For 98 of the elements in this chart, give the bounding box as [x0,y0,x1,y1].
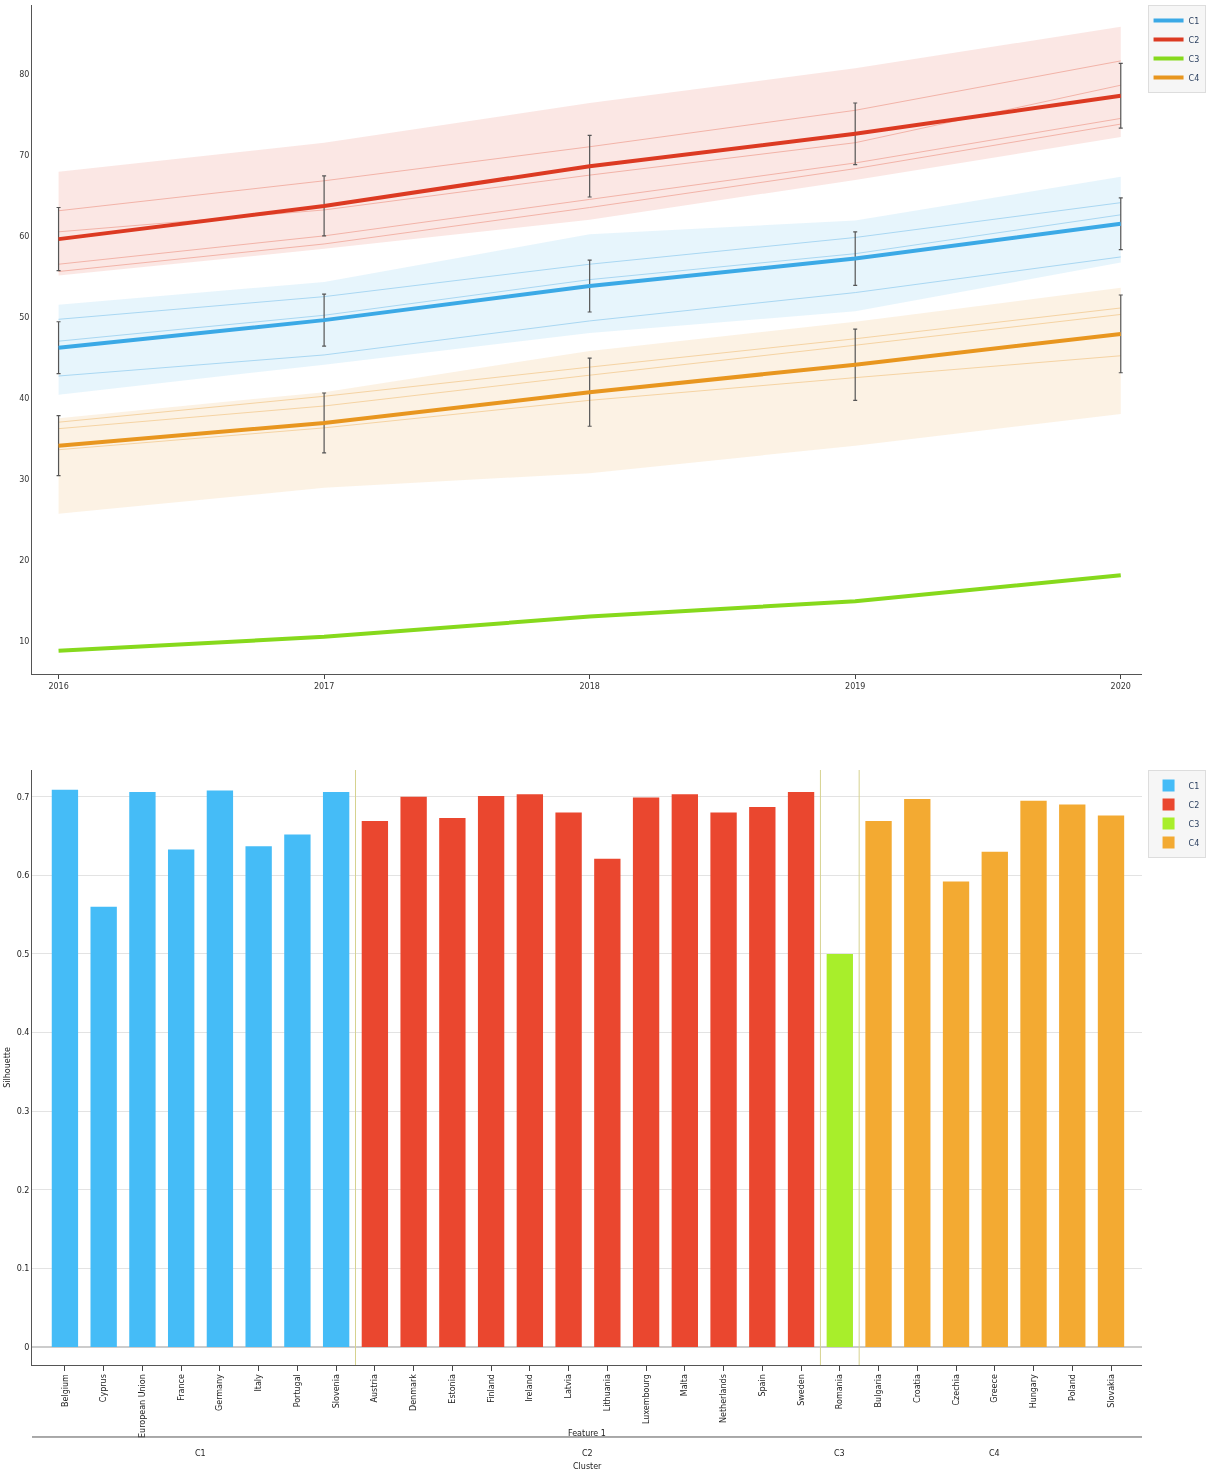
x-tick-label: 2020 [1110,681,1131,691]
text: C2 [582,1449,593,1458]
bar [322,792,350,1347]
y-tick-label: 30 [19,474,30,484]
x-tick-label: Spain [757,1374,767,1397]
bar [826,953,853,1347]
x-tick-label: Malta [680,1374,690,1397]
line-series [56,573,1123,653]
x-tick-label: European Union [138,1374,148,1438]
legend-label: C4 [1188,73,1200,83]
x-tick-label: Croatia [912,1374,922,1403]
y-tick-label: 0.4 [16,1028,30,1038]
legend-label: C2 [1188,800,1200,810]
x-tick-label: Bulgaria [874,1374,884,1408]
bar [477,795,505,1347]
bar [865,821,892,1347]
x-tick-label: Ireland [525,1374,535,1402]
text: C1 [195,1449,206,1458]
x-tick-label: 2018 [579,681,600,691]
x-tick-label: Portugal [292,1374,302,1408]
bar [555,812,582,1347]
legend-label: C1 [1188,16,1200,26]
x-tick-label: Finland [486,1374,496,1403]
x-tick-label: Sweden [796,1374,806,1406]
legend-label: C4 [1188,838,1200,848]
line-series [56,331,1123,448]
y-axis-title: Silhouette [3,1047,13,1088]
bar [129,792,156,1347]
line-series [58,60,1122,212]
y-tick-label: 0 [24,1342,30,1352]
y-tick-label: 60 [19,231,30,241]
bar [206,790,234,1347]
x-tick-label: Luxembourg [641,1374,651,1425]
bar [51,789,79,1347]
bar [284,834,311,1347]
x-tick-label: Poland [1067,1374,1077,1401]
x-tick-label: Hungary [1029,1373,1039,1409]
bar [245,846,272,1347]
x-tick-label: 2016 [48,681,69,691]
legend-label: C3 [1188,819,1200,829]
line-series [58,355,1122,451]
bar [671,794,698,1347]
x-tick-label: 2017 [313,681,335,691]
y-tick-label: 40 [19,393,30,403]
bar [1059,804,1086,1347]
text: C4 [989,1449,1000,1458]
y-tick-label: 0.2 [16,1185,30,1195]
y-tick-label: 10 [19,636,30,646]
bar [90,906,117,1347]
y-tick-label: 20 [19,555,30,565]
y-tick-label: 70 [19,150,30,160]
legend-label: C2 [1188,35,1200,45]
line-series [58,256,1122,377]
bar [632,797,660,1347]
x-tick-label: Denmark [409,1373,419,1411]
bar [516,794,544,1347]
x-tick-label: Netherlands [719,1374,729,1423]
bar [594,858,621,1347]
y-tick-label: 80 [19,69,30,79]
bar [710,812,737,1347]
y-tick-label: 0.1 [16,1264,30,1274]
y-tick-label: 0.6 [16,871,30,881]
bar [167,849,195,1347]
x-tick-label: Greece [990,1374,1000,1403]
legend-label: C3 [1188,54,1200,64]
x-tick-label: Slovenia [331,1374,341,1409]
x-tick-label: Romania [835,1374,845,1410]
x-tick-label: 2019 [845,681,866,691]
bar [981,851,1008,1347]
bar [942,881,970,1347]
bar [400,796,427,1347]
x-tick-label: Slovakia [1106,1374,1116,1408]
x-tick-label: France [176,1374,186,1401]
x-tick-label: Cyprus [99,1374,109,1403]
line-series [58,202,1122,320]
x-tick-label: Latvia [564,1374,574,1399]
x-tick-label: Czechia [951,1374,961,1406]
bar [749,806,776,1347]
y-tick-label: 0.5 [16,949,30,959]
bar [361,821,389,1347]
bar [439,817,466,1347]
bar [904,799,931,1347]
text: Cluster [573,1462,603,1471]
legend-label: C1 [1188,781,1200,791]
x-tick-label: Belgium [60,1373,70,1407]
text: C3 [834,1449,845,1458]
y-tick-label: 0.3 [16,1106,30,1116]
bar [1097,815,1125,1347]
bar [787,792,815,1347]
x-tick-label: Austria [370,1374,380,1403]
y-tick-label: 0.7 [16,792,30,802]
bar [1020,800,1047,1347]
x-tick-label: Lithuania [602,1374,612,1412]
x-tick-label: Italy [254,1373,264,1392]
y-tick-label: 50 [19,312,30,322]
x-tick-label: Estonia [447,1374,457,1404]
x-tick-label: Germany [215,1373,225,1411]
x-axis-title: Feature 1 [568,1429,606,1438]
